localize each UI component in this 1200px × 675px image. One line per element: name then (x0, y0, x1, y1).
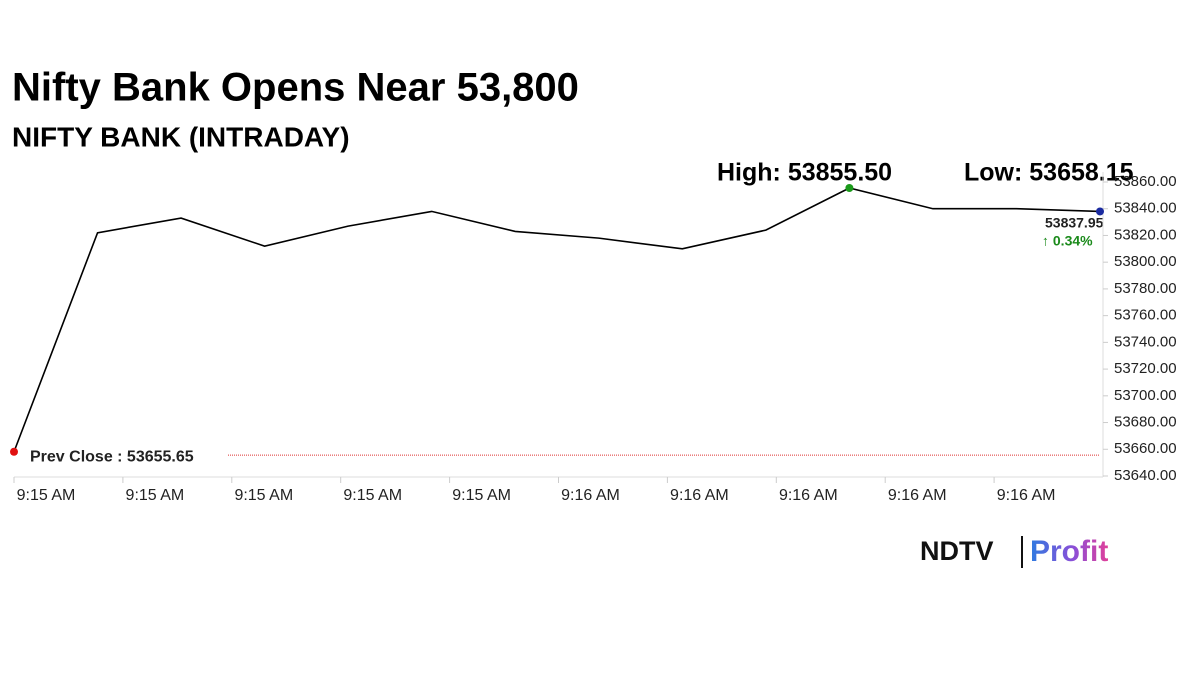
last-point (1096, 207, 1104, 216)
x-tick-label: 9:16 AM (779, 487, 838, 504)
logo-profit: Profit (1030, 535, 1108, 568)
y-tick-label: 53760.00 (1114, 307, 1177, 324)
x-tick-label: 9:15 AM (234, 487, 293, 504)
change-label: ↑ 0.34% (1042, 233, 1093, 249)
last-label: 53837.95 (1045, 215, 1104, 231)
y-tick-label: 53700.00 (1114, 387, 1177, 404)
x-tick-label: 9:15 AM (126, 487, 185, 504)
y-tick-label: 53720.00 (1114, 360, 1177, 377)
x-tick-label: 9:16 AM (670, 487, 729, 504)
low-label: Low: 53658.15 (964, 159, 1134, 187)
chart-title: Nifty Bank Opens Near 53,800 (12, 66, 579, 110)
x-tick-label: 9:15 AM (343, 487, 402, 504)
x-tick-label: 9:16 AM (997, 487, 1056, 504)
x-tick-label: 9:15 AM (452, 487, 511, 504)
logo: NDTV Profit (920, 535, 1108, 568)
y-tick-label: 53680.00 (1114, 414, 1177, 431)
prev-close-label: Prev Close : 53655.65 (30, 448, 194, 465)
y-tick-label: 53640.00 (1114, 467, 1177, 484)
logo-ndtv: NDTV (920, 536, 994, 566)
x-tick-label: 9:16 AM (561, 487, 620, 504)
y-tick-label: 53740.00 (1114, 333, 1177, 350)
y-tick-label: 53820.00 (1114, 226, 1177, 243)
y-tick-label: 53800.00 (1114, 253, 1177, 270)
high-label: High: 53855.50 (717, 159, 892, 187)
y-tick-label: 53860.00 (1114, 173, 1177, 190)
chart-subtitle: NIFTY BANK (INTRADAY) (12, 121, 350, 152)
x-tick-label: 9:16 AM (888, 487, 947, 504)
y-tick-label: 53660.00 (1114, 440, 1177, 457)
open-point (10, 447, 18, 456)
high-point (845, 184, 854, 193)
x-tick-label: 9:15 AM (17, 487, 76, 504)
y-tick-label: 53780.00 (1114, 280, 1177, 297)
price-line (13, 187, 1101, 453)
y-tick-label: 53840.00 (1114, 200, 1177, 217)
